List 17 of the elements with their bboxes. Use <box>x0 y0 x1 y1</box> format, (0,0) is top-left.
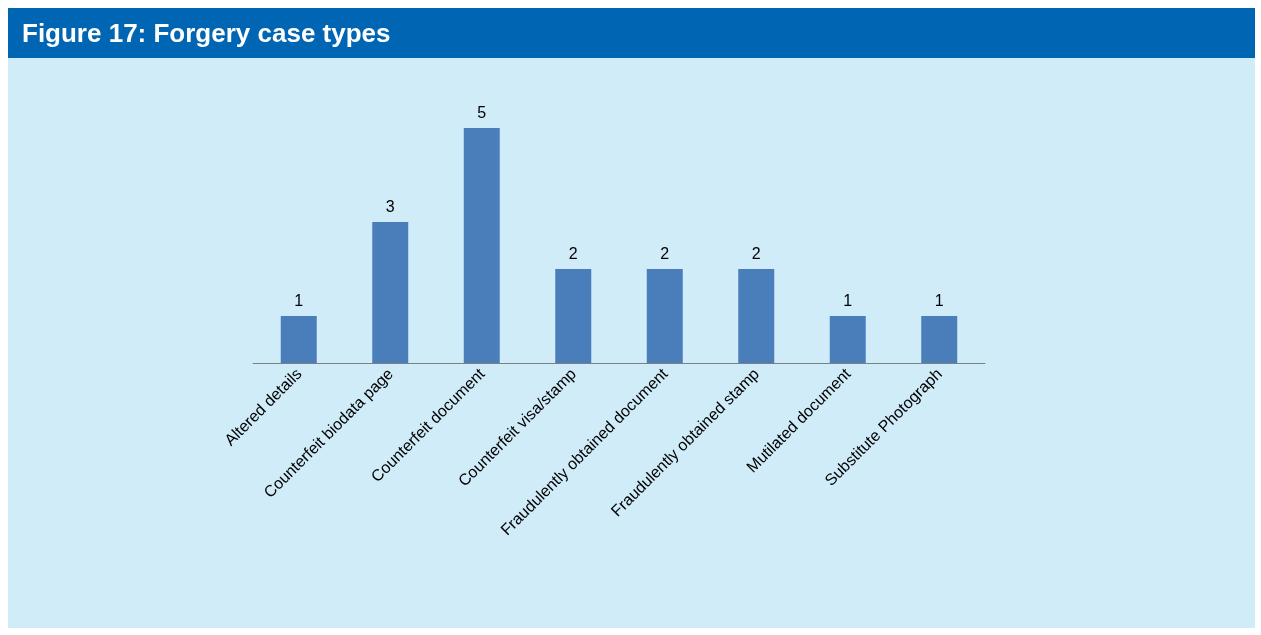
bar <box>738 269 775 363</box>
data-label: 1 <box>294 291 304 309</box>
bar <box>555 269 592 363</box>
data-label: 5 <box>477 103 487 121</box>
chart-title: Figure 17: Forgery case types <box>8 8 1255 58</box>
data-label: 2 <box>660 244 670 262</box>
data-label: 1 <box>843 291 853 309</box>
bar <box>646 269 683 363</box>
data-label: 2 <box>751 244 761 262</box>
bar <box>280 316 317 363</box>
data-label: 1 <box>934 291 944 309</box>
bar <box>372 222 409 363</box>
data-label: 2 <box>568 244 578 262</box>
data-label: 3 <box>385 197 395 215</box>
bar <box>463 128 500 363</box>
bar <box>829 316 866 363</box>
bar <box>921 316 958 363</box>
